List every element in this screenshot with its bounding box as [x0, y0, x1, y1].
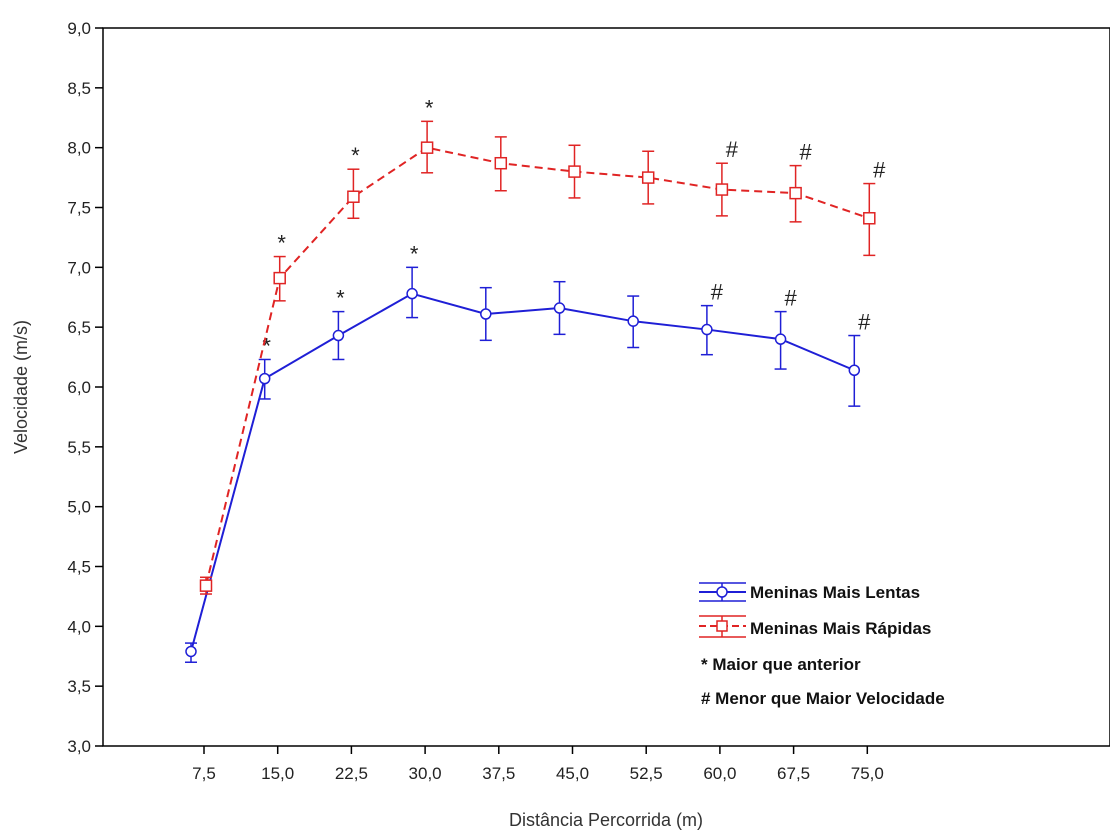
- x-tick-label: 7,5: [192, 764, 216, 783]
- significance-marker: #: [726, 137, 739, 162]
- x-tick-label: 45,0: [556, 764, 589, 783]
- data-point: [406, 287, 418, 300]
- data-point: [627, 315, 639, 327]
- series-line: [190, 292, 855, 652]
- x-tick-label: 60,0: [703, 764, 736, 783]
- data-point: [480, 308, 492, 320]
- y-tick-label: 5,0: [67, 498, 91, 517]
- y-tick-label: 6,0: [67, 378, 91, 397]
- x-tick-label: 37,5: [482, 764, 515, 783]
- data-point: [553, 302, 566, 314]
- y-axis-ticks: 3,0 3,5 4,0 4,5 5,0 5,5 6,0 6,5 7,0 7,5 8,0 8,5 9,0: [67, 19, 103, 756]
- y-tick-label: 9,0: [67, 19, 91, 38]
- significance-marker: *: [425, 95, 434, 120]
- significance-marker: *: [336, 286, 345, 311]
- legend-item-slow: Meninas Mais Lentas: [699, 582, 920, 602]
- data-point: [848, 364, 861, 376]
- significance-marker: #: [799, 140, 812, 165]
- series-fast: * * * # # #: [199, 95, 886, 595]
- x-tick-label: 22,5: [335, 764, 368, 783]
- data-point: [420, 141, 434, 154]
- data-point: [641, 171, 655, 184]
- data-point: [774, 333, 787, 345]
- y-tick-label: 8,5: [67, 79, 91, 98]
- data-point: [863, 212, 876, 225]
- y-axis-label: Velocidade (m/s): [11, 320, 31, 454]
- x-axis-label: Distância Percorrida (m): [509, 810, 703, 830]
- y-tick-label: 3,0: [67, 737, 91, 756]
- significance-marker: #: [873, 158, 886, 183]
- x-tick-label: 67,5: [777, 764, 810, 783]
- data-point: [332, 329, 345, 342]
- significance-marker: *: [277, 231, 286, 256]
- x-tick-label: 75,0: [851, 764, 884, 783]
- data-point: [199, 579, 213, 592]
- y-tick-label: 6,5: [67, 318, 91, 337]
- data-point: [568, 165, 581, 178]
- y-tick-label: 7,0: [67, 258, 91, 277]
- significance-marker: #: [784, 286, 797, 311]
- y-tick-label: 3,5: [67, 677, 91, 696]
- y-tick-label: 5,5: [67, 438, 91, 457]
- legend-item-fast: Meninas Mais Rápidas: [699, 615, 931, 638]
- legend-note-asterisk: * Maior que anterior: [701, 655, 861, 674]
- x-axis-ticks: 7,5 15,0 22,5 30,0 37,5 45,0 52,5 60,0 67,5 75,0: [192, 746, 884, 783]
- series-slow: * * * # # #: [185, 241, 871, 663]
- legend-note-hash: # Menor que Maior Velocidade: [701, 689, 945, 708]
- series-line: [205, 146, 870, 586]
- significance-marker: *: [351, 143, 360, 168]
- x-tick-label: 30,0: [409, 764, 442, 783]
- data-point: [185, 645, 197, 658]
- x-tick-label: 52,5: [630, 764, 663, 783]
- series-layer: * * * # # # * * * # # #: [185, 95, 886, 663]
- legend: Meninas Mais Lentas Meninas Mais Rápidas…: [699, 582, 945, 708]
- data-point: [258, 372, 271, 385]
- data-point: [715, 183, 729, 196]
- significance-marker: *: [410, 241, 419, 266]
- data-point: [494, 156, 508, 170]
- x-tick-label: 15,0: [261, 764, 294, 783]
- data-point: [347, 190, 360, 203]
- y-tick-label: 4,5: [67, 558, 91, 577]
- y-tick-label: 8,0: [67, 139, 91, 158]
- data-point: [701, 323, 713, 336]
- legend-label-fast: Meninas Mais Rápidas: [750, 619, 931, 638]
- y-tick-label: 7,5: [67, 199, 91, 218]
- y-tick-label: 4,0: [67, 617, 91, 636]
- legend-label-slow: Meninas Mais Lentas: [750, 583, 920, 602]
- significance-marker: *: [262, 333, 271, 358]
- data-point: [273, 271, 286, 285]
- significance-marker: #: [858, 310, 871, 335]
- data-point: [789, 186, 802, 200]
- significance-marker: #: [711, 280, 724, 305]
- plot-frame: [102, 27, 1110, 747]
